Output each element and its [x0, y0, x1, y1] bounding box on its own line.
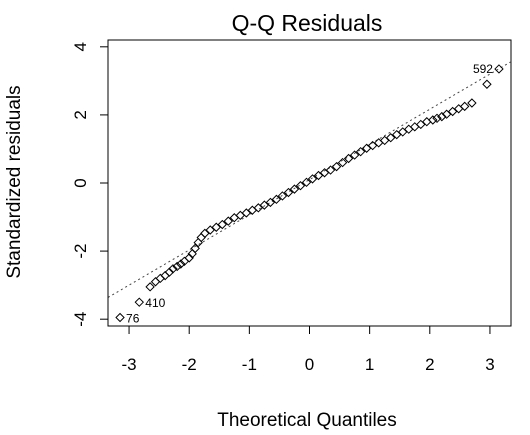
- x-tick-label: 2: [425, 355, 434, 374]
- data-point: [200, 228, 210, 239]
- data-point: [217, 219, 227, 230]
- data-point: [432, 113, 442, 124]
- data-point: [392, 129, 402, 140]
- data-point: [196, 232, 206, 243]
- data-point: [301, 177, 312, 188]
- y-tick-label: 4: [71, 42, 90, 51]
- x-axis-label: Theoretical Quantiles: [217, 410, 397, 431]
- y-tick-label: 2: [71, 110, 90, 119]
- data-point: [313, 170, 324, 181]
- data-point: [398, 127, 408, 137]
- data-point: [319, 168, 330, 178]
- data-point: [283, 187, 294, 198]
- outlier-label: 410: [145, 296, 165, 310]
- data-point: [164, 267, 175, 277]
- data-point: [331, 161, 342, 172]
- data-point: [193, 237, 203, 248]
- outlier-label: 76: [126, 311, 140, 325]
- data-point: [307, 174, 318, 184]
- data-point: [349, 150, 360, 160]
- data-point: [441, 109, 452, 119]
- data-point: [115, 312, 125, 323]
- data-point: [211, 222, 221, 232]
- data-point: [176, 259, 186, 269]
- data-point: [150, 277, 161, 287]
- data-point: [223, 216, 234, 226]
- data-point: [482, 79, 492, 89]
- data-point: [253, 203, 264, 213]
- data-point: [385, 133, 396, 143]
- data-point: [494, 64, 504, 74]
- x-tick-label: 3: [485, 355, 494, 374]
- data-point: [134, 297, 144, 307]
- data-point: [355, 146, 366, 157]
- data-point: [289, 184, 300, 194]
- y-tick-label: -4: [71, 312, 90, 327]
- x-tick-label: 1: [365, 355, 374, 374]
- data-point: [168, 264, 178, 274]
- outlier-label: 592: [473, 62, 493, 76]
- data-point: [184, 253, 194, 263]
- data-point: [379, 135, 390, 146]
- data-point: [265, 197, 276, 208]
- data-point: [295, 181, 306, 191]
- x-tick-label: 0: [305, 355, 314, 374]
- data-point: [172, 261, 182, 272]
- data-point: [277, 191, 288, 201]
- data-point: [367, 140, 378, 151]
- y-tick-label: 0: [71, 178, 90, 187]
- data-point: [459, 101, 470, 112]
- data-point: [428, 115, 438, 125]
- data-point: [155, 273, 166, 284]
- data-point: [190, 243, 200, 254]
- data-point: [259, 200, 270, 210]
- data-point: [343, 153, 354, 164]
- y-tick-label: -2: [71, 244, 90, 259]
- data-point: [241, 208, 252, 218]
- data-point: [447, 106, 458, 117]
- chart-title: Q-Q Residuals: [232, 10, 383, 36]
- data-point: [271, 194, 282, 205]
- y-axis-label: Standardized residuals: [4, 85, 25, 278]
- data-point: [325, 165, 336, 175]
- data-point: [437, 111, 447, 122]
- data-point: [337, 157, 348, 168]
- data-point: [145, 282, 155, 292]
- data-point: [467, 98, 477, 108]
- data-point: [160, 270, 170, 281]
- x-tick-label: -1: [242, 355, 257, 374]
- data-point: [205, 225, 215, 235]
- x-tick-label: -3: [121, 355, 136, 374]
- data-point: [416, 119, 426, 130]
- data-point: [361, 143, 372, 153]
- x-tick-label: -2: [182, 355, 197, 374]
